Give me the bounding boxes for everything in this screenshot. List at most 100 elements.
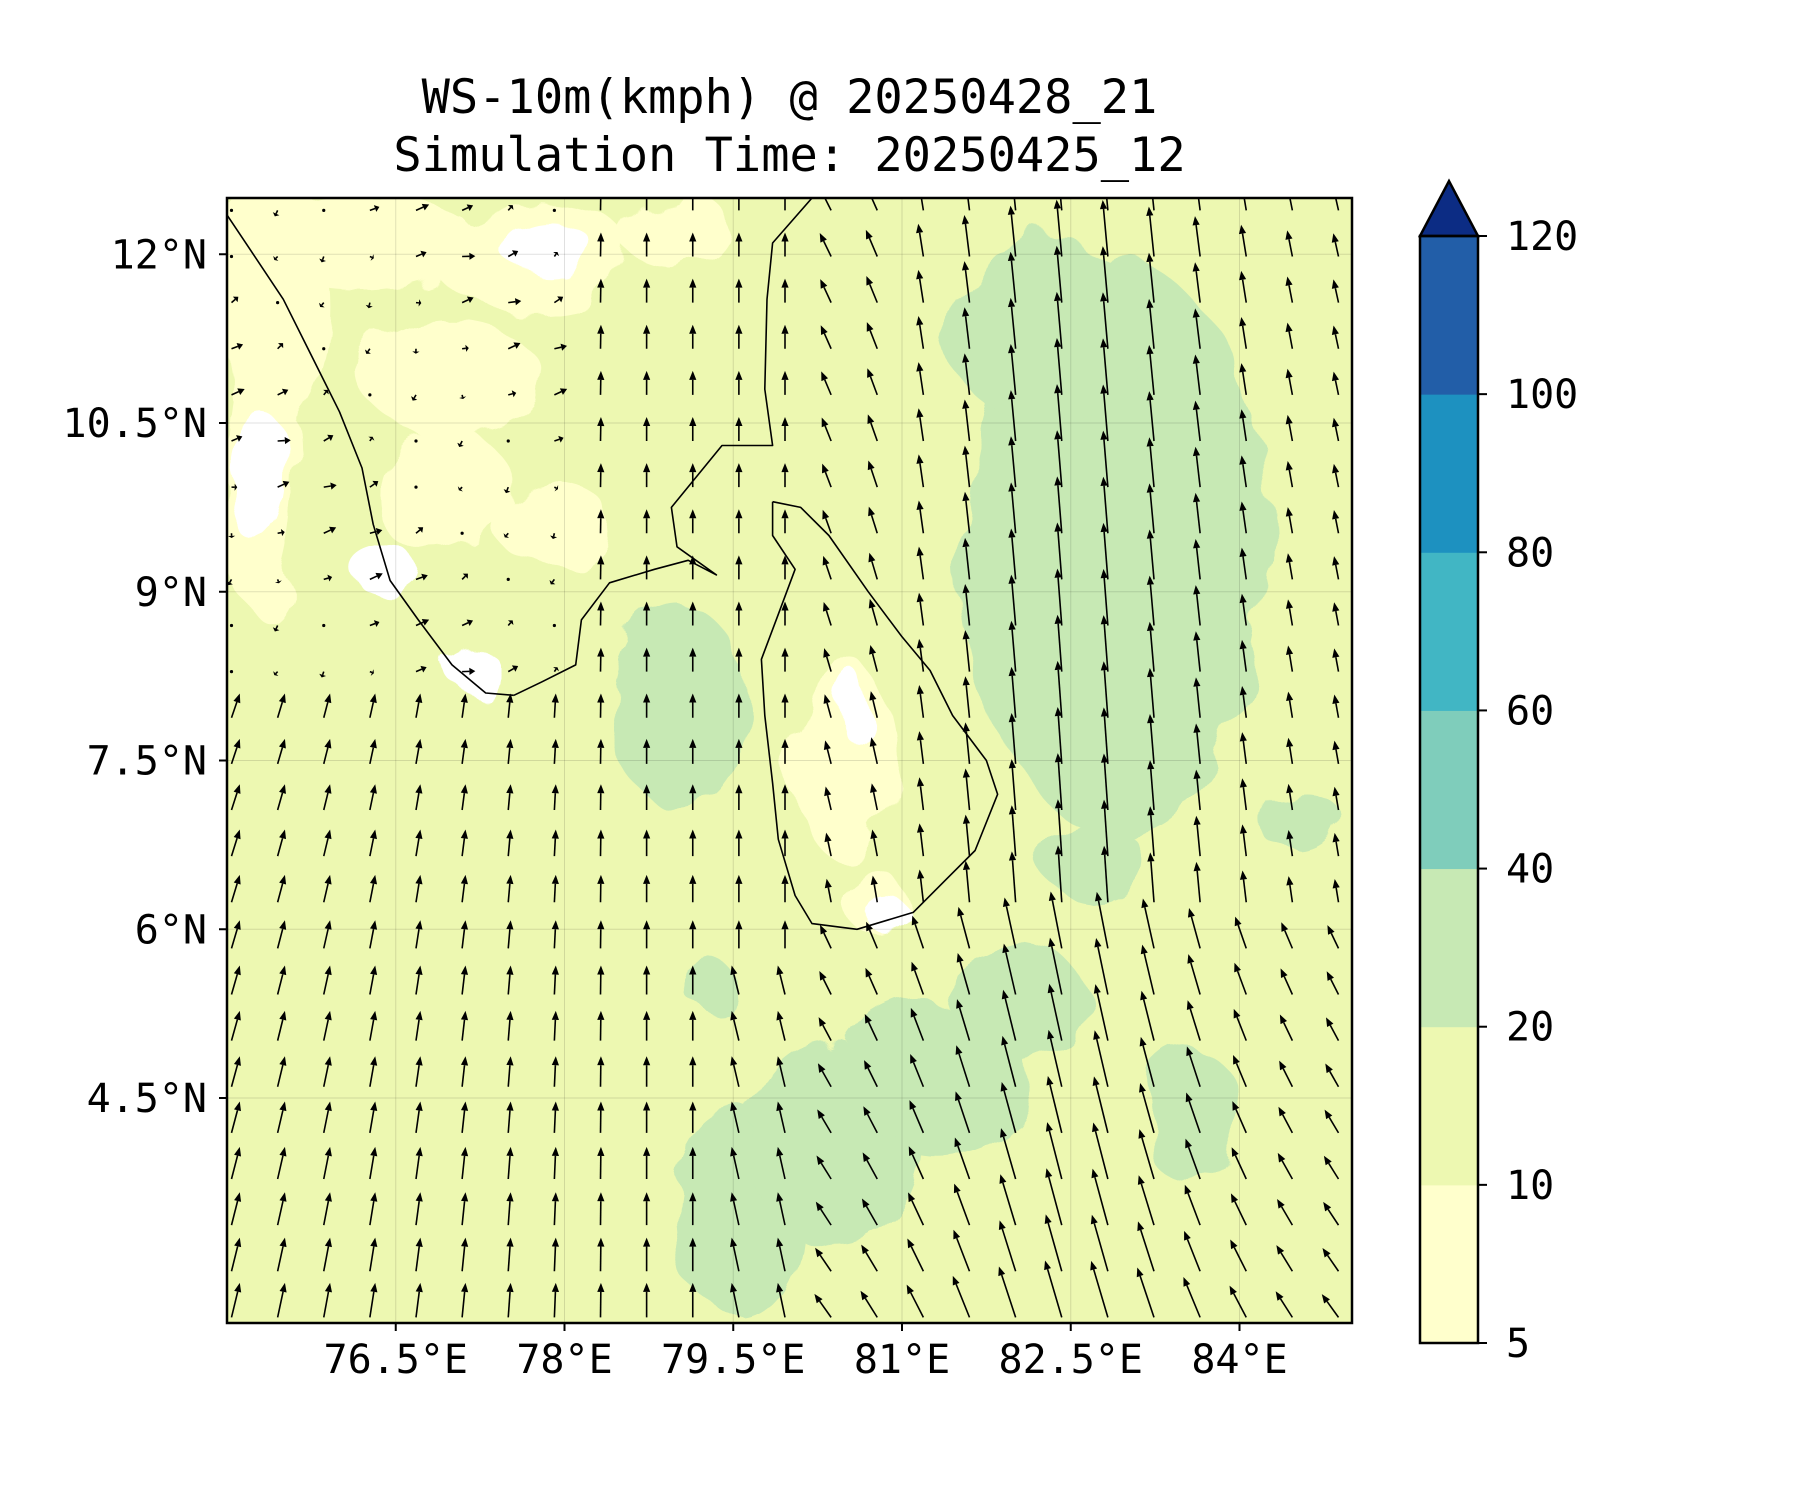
wind-vector	[1278, 1106, 1294, 1134]
wind-vector	[369, 874, 378, 903]
wind-vector	[1137, 1221, 1155, 1272]
wind-vector	[916, 638, 925, 672]
wind-vector	[369, 572, 383, 581]
wind-vector	[643, 693, 651, 718]
wind-vector	[277, 436, 291, 445]
wind-vector	[322, 623, 326, 628]
wind-vector	[322, 347, 326, 351]
wind-vector	[1053, 199, 1063, 257]
wind-vector	[1054, 614, 1063, 672]
wind-vector	[781, 738, 789, 764]
wind-vector	[506, 693, 514, 718]
wind-vector	[461, 619, 474, 627]
wind-vector	[322, 829, 332, 857]
wind-vector	[1146, 206, 1155, 257]
wind-vector	[230, 965, 241, 995]
wind-vector	[916, 777, 925, 811]
wind-vector	[1093, 1030, 1109, 1087]
wind-vector	[415, 874, 423, 903]
wind-vector	[1326, 1017, 1340, 1042]
wind-vector	[962, 491, 971, 534]
wind-vector	[277, 343, 284, 350]
wind-vector	[907, 1238, 925, 1272]
field-patch-below-5	[229, 411, 293, 547]
colorbar-segment	[1420, 236, 1478, 395]
wind-vector	[689, 232, 697, 257]
wind-vector	[414, 485, 418, 489]
wind-vector	[822, 463, 832, 488]
wind-vector	[689, 647, 697, 672]
wind-vector	[735, 920, 743, 949]
wind-vector	[412, 348, 420, 354]
wind-vector	[735, 693, 743, 718]
wind-vector	[776, 1101, 786, 1134]
wind-vector	[230, 738, 241, 765]
wind-vector	[1331, 371, 1340, 396]
wind-vector	[730, 1101, 740, 1134]
wind-vector	[1008, 574, 1017, 626]
wind-vector	[781, 647, 789, 672]
wind-vector	[1285, 322, 1294, 349]
wind-vector	[1193, 585, 1201, 626]
wind-vector	[863, 1106, 878, 1134]
wind-vector	[735, 738, 743, 764]
wind-vector	[1279, 1014, 1294, 1041]
lon-tick-label: 78°E	[516, 1337, 612, 1383]
wind-vector	[868, 506, 879, 534]
wind-vector	[689, 874, 697, 903]
wind-vector	[730, 1010, 740, 1041]
wind-vector	[865, 967, 878, 995]
wind-vector	[1008, 343, 1017, 395]
wind-vector	[1286, 737, 1294, 764]
wind-vector	[507, 665, 519, 673]
wind-vector	[1101, 799, 1109, 857]
wind-vector	[954, 1137, 971, 1180]
wind-vector	[599, 198, 602, 211]
title-line-2: Simulation Time: 20250425_12	[393, 128, 1186, 183]
wind-vector	[1239, 778, 1248, 811]
wind-vector	[643, 1192, 651, 1226]
wind-vector	[735, 784, 743, 810]
wind-vector	[776, 1056, 786, 1087]
wind-vector	[1008, 620, 1017, 672]
wind-vector	[1000, 1081, 1017, 1134]
wind-vector	[322, 1010, 332, 1041]
wind-vector	[1275, 1291, 1294, 1318]
wind-vector	[1000, 1128, 1017, 1180]
wind-vector	[1047, 1029, 1063, 1087]
wind-vector	[870, 829, 879, 857]
field-patch-20-40	[1256, 783, 1336, 851]
wind-vector	[689, 1192, 697, 1226]
field-patch-20-40	[935, 946, 1094, 1070]
wind-vector	[689, 1056, 697, 1087]
wind-vector	[276, 693, 286, 718]
wind-vector	[1002, 943, 1017, 995]
wind-vector	[815, 1201, 832, 1226]
lat-tick-label: 4.5°N	[87, 1076, 207, 1122]
wind-vector	[1146, 298, 1155, 349]
wind-vector	[415, 1282, 423, 1318]
wind-vector	[506, 920, 514, 949]
axis-ticks: 76.5°E 78°E 79.5°E 81°E 82.5°E 84°E 12°N 10.5°N…	[63, 232, 1288, 1383]
wind-vector	[551, 1192, 560, 1226]
wind-vector	[916, 269, 925, 303]
wind-vector	[818, 1017, 832, 1042]
wind-vector	[735, 601, 743, 626]
wind-vector	[1092, 1076, 1109, 1134]
wind-vector	[781, 555, 789, 580]
wind-vector	[551, 874, 559, 903]
wind-vector	[820, 279, 832, 303]
wind-vector	[597, 965, 605, 995]
wind-vector	[861, 1198, 878, 1226]
wind-vector	[1139, 1036, 1155, 1087]
wind-vector	[1239, 455, 1248, 488]
wind-vector	[229, 208, 234, 212]
field-patch-5-10	[362, 321, 542, 435]
wind-vector	[368, 436, 375, 442]
wind-vector	[414, 439, 418, 443]
wind-vector	[643, 601, 651, 626]
wind-vector	[415, 1237, 423, 1272]
wind-vector	[953, 1229, 971, 1272]
wind-vector	[1013, 198, 1017, 211]
wind-vector	[460, 920, 469, 949]
